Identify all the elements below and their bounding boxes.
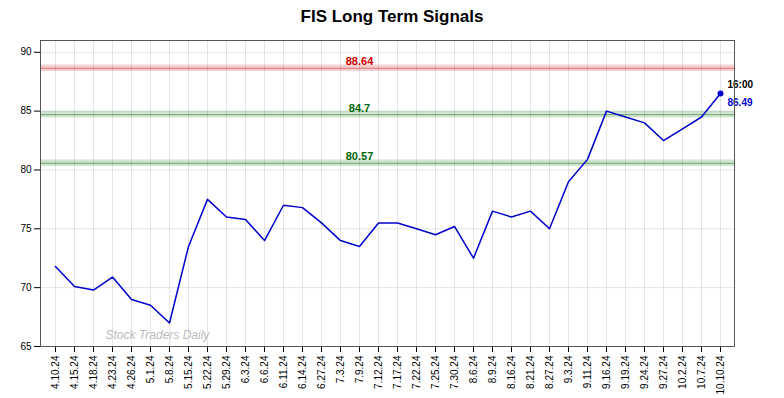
svg-text:7.9.24: 7.9.24	[354, 355, 365, 383]
svg-text:9.11.24: 9.11.24	[582, 355, 593, 388]
svg-text:85: 85	[20, 105, 32, 116]
svg-text:90: 90	[20, 46, 32, 57]
svg-text:4.10.24: 4.10.24	[50, 355, 61, 389]
svg-text:8.16.24: 8.16.24	[506, 355, 517, 389]
svg-text:7.17.24: 7.17.24	[392, 355, 403, 389]
svg-text:8.27.24: 8.27.24	[544, 355, 555, 389]
svg-text:4.18.24: 4.18.24	[88, 355, 99, 389]
svg-text:4.15.24: 4.15.24	[69, 355, 80, 389]
svg-text:7.30.24: 7.30.24	[449, 355, 460, 389]
svg-text:9.19.24: 9.19.24	[620, 355, 631, 389]
svg-text:6.14.24: 6.14.24	[297, 355, 308, 389]
svg-text:9.16.24: 9.16.24	[601, 355, 612, 389]
svg-text:8.9.24: 8.9.24	[487, 355, 498, 383]
svg-text:9.27.24: 9.27.24	[658, 355, 669, 389]
svg-text:7.25.24: 7.25.24	[430, 355, 441, 389]
svg-text:9.24.24: 9.24.24	[639, 355, 650, 389]
svg-text:10.10.24: 10.10.24	[715, 355, 726, 394]
svg-text:75: 75	[20, 223, 32, 234]
svg-text:84.7: 84.7	[349, 102, 370, 114]
svg-text:65: 65	[20, 341, 32, 352]
svg-text:5.29.24: 5.29.24	[221, 355, 232, 389]
svg-text:6.27.24: 6.27.24	[316, 355, 327, 389]
svg-text:Stock Traders Daily: Stock Traders Daily	[106, 328, 211, 342]
svg-text:6.3.24: 6.3.24	[240, 355, 251, 383]
svg-text:10.7.24: 10.7.24	[696, 355, 707, 389]
svg-text:8.21.24: 8.21.24	[525, 355, 536, 389]
svg-text:6.6.24: 6.6.24	[259, 355, 270, 383]
svg-text:86.49: 86.49	[728, 97, 753, 108]
svg-text:4.26.24: 4.26.24	[126, 355, 137, 389]
svg-text:80.57: 80.57	[346, 150, 374, 162]
svg-text:16:00: 16:00	[728, 79, 754, 90]
svg-text:6.11.24: 6.11.24	[278, 355, 289, 388]
svg-text:5.8.24: 5.8.24	[164, 355, 175, 383]
svg-text:80: 80	[20, 164, 32, 175]
svg-text:7.3.24: 7.3.24	[335, 355, 346, 383]
svg-text:7.22.24: 7.22.24	[411, 355, 422, 389]
svg-text:10.2.24: 10.2.24	[677, 355, 688, 389]
svg-text:70: 70	[20, 282, 32, 293]
svg-text:4.23.24: 4.23.24	[107, 355, 118, 389]
svg-text:9.3.24: 9.3.24	[563, 355, 574, 383]
html-text:FIS Long Term Signals: FIS Long Term Signals	[300, 7, 484, 26]
svg-text:88.64: 88.64	[346, 55, 374, 67]
svg-text:5.15.24: 5.15.24	[183, 355, 194, 389]
svg-text:5.1.24: 5.1.24	[145, 355, 156, 383]
svg-text:8.6.24: 8.6.24	[468, 355, 479, 383]
svg-text:7.12.24: 7.12.24	[373, 355, 384, 389]
svg-text:5.22.24: 5.22.24	[202, 355, 213, 389]
